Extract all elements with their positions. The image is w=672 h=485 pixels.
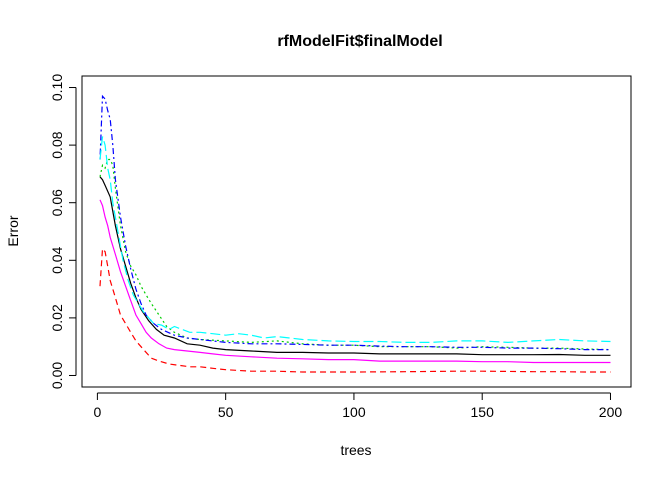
y-tick-label: 0.04 (49, 246, 65, 273)
x-tick-label: 200 (599, 404, 623, 420)
y-tick-label: 0.10 (49, 74, 65, 101)
series-line-4 (99, 94, 611, 351)
x-tick-label: 100 (342, 404, 366, 420)
y-axis-label: Error (5, 215, 21, 246)
series-line-6 (99, 199, 611, 364)
series-line-1 (99, 176, 611, 356)
y-tick-label: 0.06 (49, 189, 65, 216)
y-axis: 0.00 0.02 0.04 0.06 0.08 0.10 (49, 74, 77, 389)
y-tick-label: 0.00 (49, 362, 65, 389)
x-tick-label: 150 (471, 404, 495, 420)
chart-title: rfModelFit$finalModel (277, 33, 442, 50)
y-tick-label: 0.08 (49, 131, 65, 158)
series-line-2 (99, 247, 611, 373)
series-line-5 (99, 136, 611, 344)
x-tick-label: 50 (218, 404, 234, 420)
series-layer (99, 94, 611, 373)
y-tick-label: 0.02 (49, 304, 65, 331)
series-line-3 (99, 158, 611, 351)
x-axis-label: trees (340, 442, 371, 458)
x-axis: 0 50 100 150 200 (93, 392, 623, 420)
plot-frame (81, 75, 632, 388)
x-tick-label: 0 (93, 404, 101, 420)
